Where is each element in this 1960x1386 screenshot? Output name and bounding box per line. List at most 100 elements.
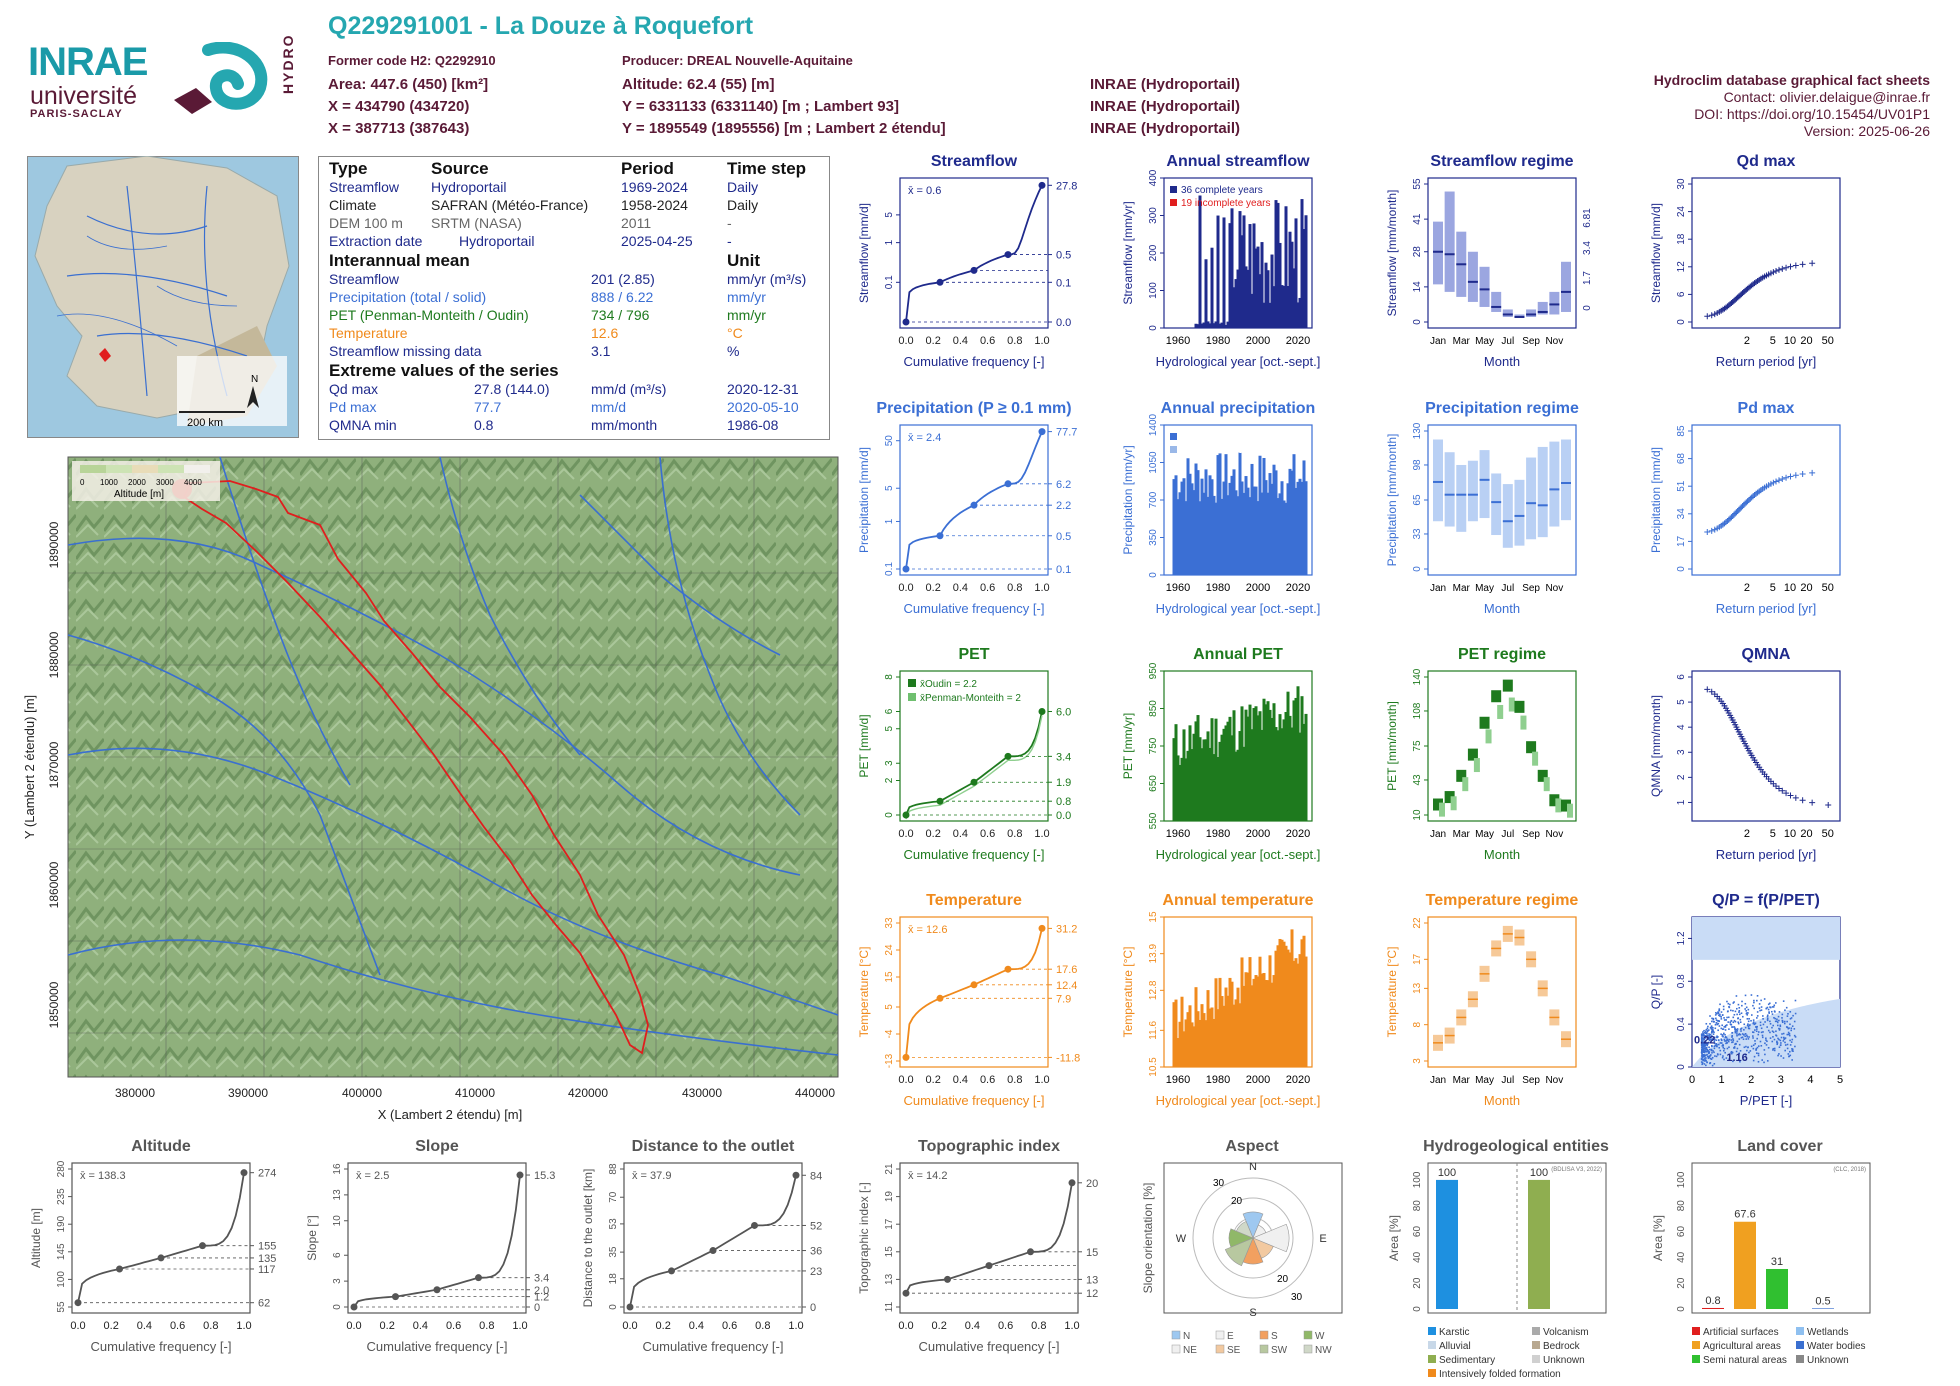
annual_temp-bar — [1260, 973, 1264, 1067]
qp-point — [1769, 1006, 1771, 1008]
aspect-direction: W — [1176, 1233, 1187, 1245]
temp_cdf-xtick: 0.2 — [926, 1074, 941, 1086]
qp-point — [1790, 1027, 1793, 1030]
landcover-ytick: 0 — [1676, 1306, 1687, 1312]
precip_regime-xtick: Jan — [1430, 583, 1446, 594]
qp-point — [1759, 1040, 1762, 1043]
topo_cdf-rtick: 20 — [1086, 1178, 1098, 1190]
qp-point — [1794, 999, 1797, 1002]
distance_cdf-quantile-point — [751, 1221, 758, 1229]
annual_streamflow-bar — [1256, 246, 1260, 328]
qp-xtick: 4 — [1807, 1074, 1813, 1086]
qp-point — [1742, 1038, 1745, 1041]
qp-point — [1747, 1012, 1749, 1014]
qp-point — [1757, 1033, 1760, 1036]
temp_cdf-chart: Temperature Cumulative frequency [-] Tempe… — [857, 892, 1080, 1108]
temp_regime-title: Temperature regime — [1426, 892, 1579, 909]
aspect-legend-swatch — [1171, 1344, 1181, 1354]
qmna-xtick: 2 — [1744, 828, 1750, 840]
qp-point — [1714, 1044, 1717, 1047]
aspect-ylabel: Slope orientation [%] — [1141, 1183, 1155, 1294]
distance_cdf-xtick: 0.4 — [689, 1320, 704, 1332]
qp-point — [1764, 1021, 1766, 1023]
distance_cdf-rtick: 52 — [810, 1220, 822, 1232]
annual_streamflow-bar — [1206, 321, 1210, 328]
annual_precip-bar — [1202, 492, 1206, 575]
former-code: Former code H2: Q2292910 — [328, 53, 496, 68]
annual_streamflow-bar — [1288, 231, 1292, 328]
annual_pet-bar — [1250, 729, 1254, 821]
qp-point — [1786, 1047, 1789, 1050]
logo-block: INRAE université PARIS-SACLAY HYDRO — [28, 33, 298, 120]
alt-legend-tick: 0 — [80, 478, 85, 487]
slope_cdf-ytick: 10 — [332, 1215, 343, 1227]
annual_precip-xtick: 1980 — [1206, 582, 1230, 594]
qp-point — [1771, 1030, 1774, 1033]
annual_temp-xtick: 2020 — [1286, 1074, 1310, 1086]
qp-point — [1778, 1011, 1781, 1013]
row-extract-step: - — [727, 233, 732, 249]
landcover-bar — [1702, 1307, 1724, 1309]
mean-pet-value: 734 / 796 — [591, 307, 650, 323]
qp-point — [1730, 1051, 1732, 1054]
annual_pet-bar — [1174, 724, 1178, 821]
qp-point — [1703, 1034, 1706, 1037]
qp-point — [1712, 1021, 1715, 1023]
qp-point — [1727, 1039, 1729, 1042]
qp-point — [1735, 1007, 1738, 1010]
qp-point — [1786, 1015, 1789, 1017]
qp-point — [1722, 1028, 1725, 1030]
qp-point — [1724, 1024, 1727, 1027]
pd_max-ytick: 51 — [1676, 480, 1687, 492]
landcover-bar-label: 0.8 — [1705, 1295, 1720, 1307]
pet_regime-xtick: May — [1475, 829, 1494, 840]
qp-point — [1701, 1057, 1703, 1060]
qp-point — [1715, 1055, 1718, 1058]
france-map: N 200 km — [27, 156, 299, 438]
qp-point — [1700, 1049, 1703, 1051]
temp_regime-xtick: Nov — [1545, 1075, 1563, 1086]
annual_temp-bar — [1230, 981, 1234, 1067]
qp-point — [1701, 1044, 1704, 1046]
qp-point — [1758, 1007, 1761, 1009]
annual_precip-bar — [1256, 501, 1260, 575]
qp-point — [1718, 1039, 1720, 1042]
annual_streamflow-bar — [1214, 321, 1218, 328]
pet_cdf-chart: PET Cumulative frequency [-] PET [mm/d] 6.0… — [857, 646, 1071, 862]
qp-point — [1775, 1002, 1777, 1004]
annual_pet-bar — [1196, 715, 1200, 821]
qp-point — [1703, 1031, 1706, 1034]
streamflow_cdf-quantile-point — [902, 318, 910, 326]
pet_regime-box-pm — [1450, 796, 1457, 811]
qp-point — [1703, 1029, 1705, 1032]
annual_precip-bar — [1286, 483, 1290, 575]
precip_regime-box — [1502, 484, 1513, 548]
doi-link[interactable]: DOI: https://doi.org/10.15454/UV01P1 — [1694, 106, 1930, 122]
annual_pet-bar — [1230, 735, 1234, 821]
pet_cdf-xtick: 0.8 — [1007, 828, 1022, 840]
qp-point — [1752, 1035, 1754, 1037]
pet_cdf-ylabel: PET [mm/d] — [857, 714, 871, 777]
hydrogeo-ytick: 60 — [1412, 1226, 1423, 1238]
qp-point — [1791, 1049, 1794, 1052]
streamflow_regime-box — [1549, 291, 1560, 315]
precip_cdf-quantile-point — [970, 501, 978, 509]
distance_cdf-rtick: 23 — [810, 1266, 822, 1278]
pd_max-ytick: 17 — [1676, 535, 1687, 547]
streamflow_regime-box — [1526, 309, 1537, 317]
annual_pet-bar — [1280, 728, 1284, 821]
station-title: Q229291001 - La Douze à Roquefort — [328, 12, 754, 40]
annual_temp-bar — [1194, 987, 1198, 1067]
contact[interactable]: Contact: olivier.delaigue@inrae.fr — [1723, 89, 1930, 105]
pd_max-xtick: 5 — [1770, 582, 1776, 594]
streamflow_cdf-frame — [899, 177, 1049, 329]
annual_temp-bar — [1302, 935, 1306, 1067]
annual_pet-bar — [1256, 715, 1260, 821]
altitude_cdf-ytick: 100 — [56, 1271, 67, 1288]
slope_cdf-ylabel: Slope [°] — [305, 1215, 319, 1261]
topo_cdf-xtick: 1.0 — [1064, 1320, 1079, 1332]
annual_streamflow-legend-swatch — [1170, 186, 1177, 193]
slope_cdf-ytick: 13 — [332, 1189, 343, 1201]
qp-point — [1718, 1043, 1720, 1046]
mean-temp-unit: °C — [727, 325, 743, 341]
